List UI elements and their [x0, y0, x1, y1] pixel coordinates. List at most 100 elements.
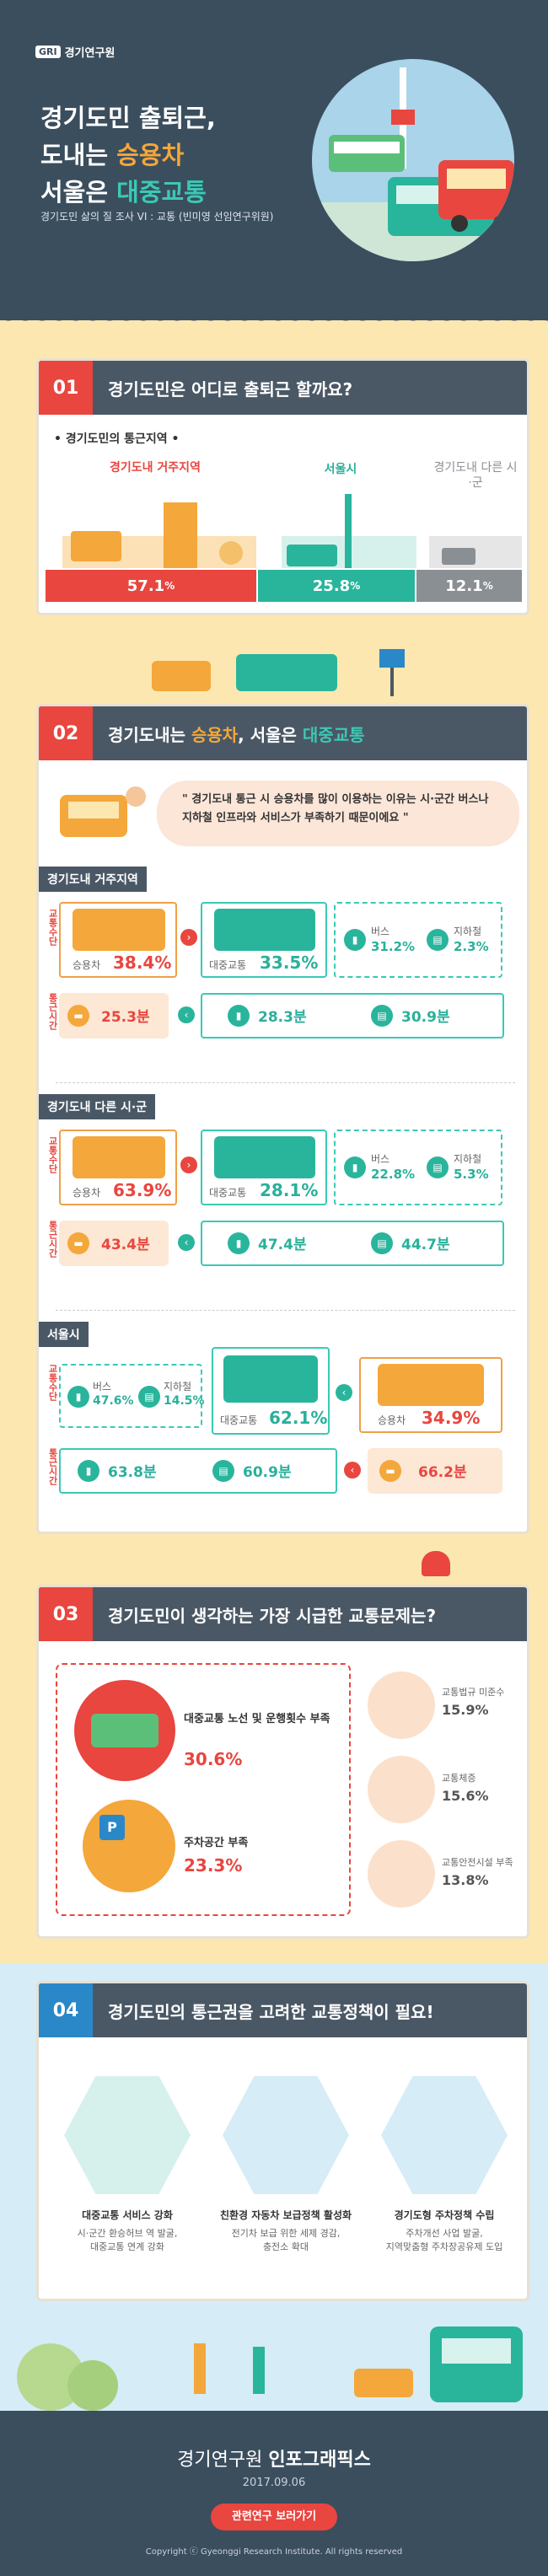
- subway-icon: ▤: [427, 1157, 449, 1178]
- problem-5-label: 교통안전시설 부족: [442, 1857, 513, 1868]
- section-2-number: 02: [39, 706, 93, 760]
- car-icon: ▬: [67, 1005, 89, 1027]
- subway-label: 지하철: [164, 1381, 192, 1393]
- region-buildings-illustration: [62, 494, 522, 568]
- top-problems-box: 대중교통 노선 및 운행횟수 부족 30.6% P 주차공간 부족 23.3%: [56, 1663, 351, 1916]
- car-value: 38.4%: [113, 953, 172, 973]
- group-other-tag: 경기도내 다른 시·군: [39, 1094, 156, 1119]
- subway-icon: ▤: [371, 1005, 393, 1027]
- title-line-3-text: 서울은: [40, 178, 117, 207]
- bus-stop-illustration: [152, 649, 405, 696]
- subway-value: 14.5%: [164, 1394, 205, 1408]
- section-2-title-text: 경기도내는: [108, 724, 191, 745]
- bus-label: 버스: [371, 926, 390, 937]
- public-share-box: 대중교통 28.1%: [201, 1130, 327, 1205]
- bus-icon: ▮: [67, 1386, 89, 1408]
- group-divider: [56, 1082, 515, 1083]
- related-research-button[interactable]: 관련연구 보러가기: [211, 2504, 337, 2530]
- car-driver-icon: [60, 786, 146, 837]
- region-label-seoul: 서울시: [324, 463, 357, 476]
- title-line-1: 경기도민 출퇴근,: [40, 104, 216, 132]
- chevron-left-icon: ‹: [178, 1234, 195, 1251]
- commute-region-chart: 경기도내 거주지역 서울시 경기도내 다른 시·군 57.1% 25.8% 12…: [46, 460, 522, 604]
- time-label: 통근시간: [47, 1448, 58, 1485]
- logo[interactable]: GRI 경기연구원: [35, 44, 115, 60]
- bus-time: 47.4분: [258, 1237, 307, 1253]
- bus-icon: ▮: [78, 1460, 99, 1482]
- car-icon: ▬: [379, 1460, 401, 1482]
- public-value: 62.1%: [269, 1408, 328, 1428]
- transit-network-icon: [64, 2076, 191, 2194]
- title-line-3: 서울은 대중교통: [40, 174, 216, 211]
- page-title: 경기도민 출퇴근, 도내는 승용차 서울은 대중교통: [40, 99, 216, 211]
- region-bar-home: 57.1%: [46, 570, 256, 602]
- section-3-card: 03 경기도민이 생각하는 가장 시급한 교통문제는? 대중교통 노선 및 운행…: [36, 1585, 529, 1939]
- public-label: 대중교통: [209, 959, 247, 971]
- policy-3-desc-1: 주차개선 사업 발굴,: [406, 2228, 483, 2239]
- bus-icon: [214, 1136, 315, 1178]
- public-breakdown-box: ▮ 버스 47.6% ▤ 지하철 14.5%: [59, 1364, 205, 1428]
- bus-label: 버스: [93, 1381, 112, 1393]
- car-time-box: ▬ 66.2분: [368, 1448, 502, 1494]
- policy-1-title: 대중교통 서비스 강화: [82, 2209, 173, 2221]
- section-2-title: 경기도내는 승용차, 서울은 대중교통: [93, 722, 365, 746]
- public-time-box: ▮ 47.4분 ▤ 44.7분: [201, 1221, 504, 1266]
- chevron-right-icon: ›: [180, 929, 197, 946]
- subway-time: 44.7분: [401, 1237, 450, 1253]
- bus-value: 22.8%: [371, 1167, 416, 1182]
- region-bar-seoul: 25.8%: [258, 570, 415, 602]
- traffic-law-icon: [368, 1672, 435, 1739]
- section-1-title: 경기도민은 어디로 출퇴근 할까요?: [108, 378, 353, 400]
- section-4-title: 경기도민의 통근권을 고려한 교통정책이 필요!: [108, 2001, 434, 2022]
- time-label: 통근시간: [47, 1221, 58, 1258]
- public-value: 28.1%: [260, 1180, 319, 1200]
- section-1-number: 01: [39, 361, 93, 415]
- section-2-title-transit: 대중교통: [302, 724, 365, 745]
- footer-date: 2017.09.06: [242, 2477, 306, 2489]
- mode-label: 교통수단: [47, 909, 58, 946]
- footer: 경기연구원 인포그래픽스 2017.09.06 관련연구 보러가기 Copyri…: [0, 2411, 548, 2576]
- footer-title: 경기연구원 인포그래픽스: [0, 2445, 548, 2471]
- car-icon: [73, 909, 165, 951]
- car-label: 승용차: [73, 1187, 101, 1199]
- public-value: 33.5%: [260, 953, 319, 973]
- bus-icon: ▮: [228, 1005, 250, 1027]
- policy-2-desc-2: 충전소 확대: [262, 2241, 309, 2252]
- section-3-header: 03 경기도민이 생각하는 가장 시급한 교통문제는?: [39, 1587, 527, 1641]
- siren-icon: [422, 1551, 450, 1576]
- bus-icon: [223, 1355, 318, 1403]
- bus-label: 버스: [371, 1153, 390, 1165]
- bus-icon: ▮: [344, 929, 366, 951]
- hero-illustration: [312, 59, 514, 261]
- title-line-2: 도내는 승용차: [40, 137, 216, 174]
- bus-time: 28.3분: [258, 1009, 307, 1026]
- title-line-2-text: 도내는: [40, 141, 117, 169]
- subway-label: 지하철: [454, 926, 482, 937]
- region-value-seoul: 25.8: [312, 577, 351, 595]
- policy-3-title: 경기도형 주차정책 수립: [394, 2209, 495, 2221]
- region-bar-other: 12.1%: [416, 570, 522, 602]
- car-time: 43.4분: [101, 1237, 150, 1253]
- page-subtitle: 경기도민 삶의 질 조사 VI : 교통 (빈미영 선임연구위원): [40, 211, 274, 223]
- section-3-number: 03: [39, 1587, 93, 1641]
- car-value: 63.9%: [113, 1180, 172, 1200]
- car-time-box: ▬ 25.3분: [59, 993, 169, 1038]
- policy-2-desc-1: 전기차 보급 위한 세제 경감,: [231, 2228, 341, 2239]
- public-breakdown-box: ▮ 버스 31.2% ▤ 지하철 2.3%: [334, 902, 502, 978]
- public-label: 대중교통: [209, 1187, 247, 1199]
- copyright: Copyright ⓒ Gyeonggi Research Institute.…: [145, 2547, 403, 2557]
- bus-value: 47.6%: [93, 1394, 134, 1408]
- time-label: 통근시간: [47, 993, 58, 1030]
- city-traffic-illustration: [312, 67, 514, 261]
- bus-icon: ▮: [228, 1232, 250, 1254]
- section-4-number: 04: [39, 1983, 93, 2037]
- ev-charging-icon: [223, 2076, 349, 2194]
- commute-reason-quote: " 경기도내 통근 시 승용차를 많이 이용하는 이유는 시·군간 버스나 지하…: [157, 781, 519, 846]
- subway-time: 30.9분: [401, 1009, 450, 1026]
- public-time-box: ▮ 28.3분 ▤ 30.9분: [201, 993, 504, 1038]
- bus-icon: [214, 909, 315, 951]
- section-4-card: 04 경기도민의 통근권을 고려한 교통정책이 필요! 대중교통 서비스 강화 …: [36, 1981, 529, 2301]
- chevron-left-icon: ‹: [178, 1006, 195, 1023]
- safety-facility-icon: [368, 1840, 435, 1908]
- policy-2-title: 친환경 자동차 보급정책 활성화: [219, 2209, 352, 2221]
